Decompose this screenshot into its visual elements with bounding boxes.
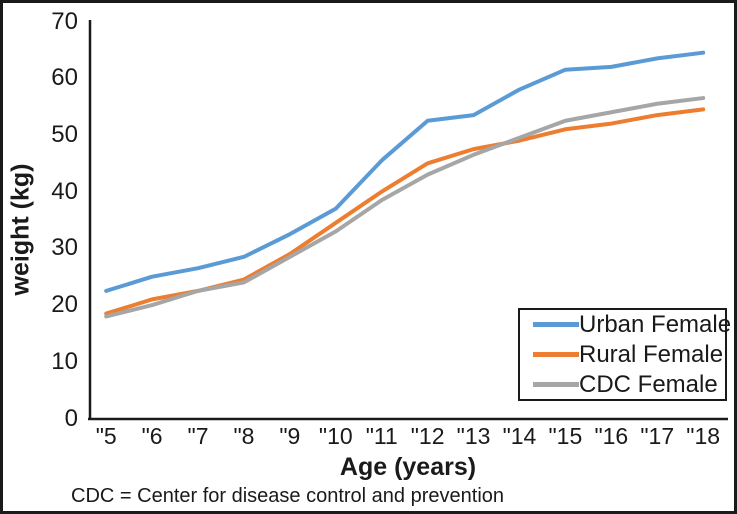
x-tick-label: "18	[686, 423, 721, 449]
y-tick-label: 70	[51, 7, 78, 35]
x-tick-label: "14	[502, 423, 537, 449]
y-tick-label: 0	[64, 404, 78, 432]
x-axis-title: Age (years)	[339, 453, 477, 481]
x-tick-label: "10	[318, 423, 353, 449]
plot-area	[88, 20, 728, 421]
y-tick-label: 10	[51, 347, 78, 375]
x-tick-label: "7	[187, 423, 209, 449]
x-tick-label: "15	[548, 423, 583, 449]
x-tick-label: "17	[640, 423, 675, 449]
footnote: CDC = Center for disease control and pre…	[71, 485, 505, 507]
x-tick-label: "11	[365, 423, 398, 449]
y-tick-label: 50	[51, 120, 78, 148]
x-tick-label: "9	[279, 423, 301, 449]
y-tick-label: 30	[51, 234, 78, 262]
legend-item: Rural Female	[533, 340, 725, 368]
y-tick-label: 60	[51, 64, 78, 92]
line-series-cdc-female	[104, 96, 706, 319]
y-tick-label: 40	[51, 177, 78, 205]
x-tick-label: "6	[141, 423, 163, 449]
legend-line-swatch-cdc	[533, 382, 579, 387]
x-tick-label: "16	[594, 423, 629, 449]
legend-line-swatch-rural	[533, 352, 579, 357]
legend-line-swatch-urban	[533, 322, 579, 327]
legend-label: Urban Female	[579, 310, 732, 338]
x-tick-label: "13	[456, 423, 491, 449]
legend-label: CDC Female	[579, 370, 718, 398]
y-axis-title: weight (kg)	[6, 163, 35, 296]
legend-label: Rural Female	[579, 340, 724, 368]
legend-item: CDC Female	[533, 370, 725, 398]
legend: Urban Female Rural Female CDC Female	[518, 308, 731, 401]
x-tick-label: "8	[233, 423, 255, 449]
x-tick-label: "12	[410, 423, 445, 449]
line-series-urban-female	[104, 50, 706, 293]
x-tick-label: "5	[95, 423, 117, 449]
y-tick-label: 20	[51, 291, 78, 319]
legend-item: Urban Female	[533, 311, 731, 338]
